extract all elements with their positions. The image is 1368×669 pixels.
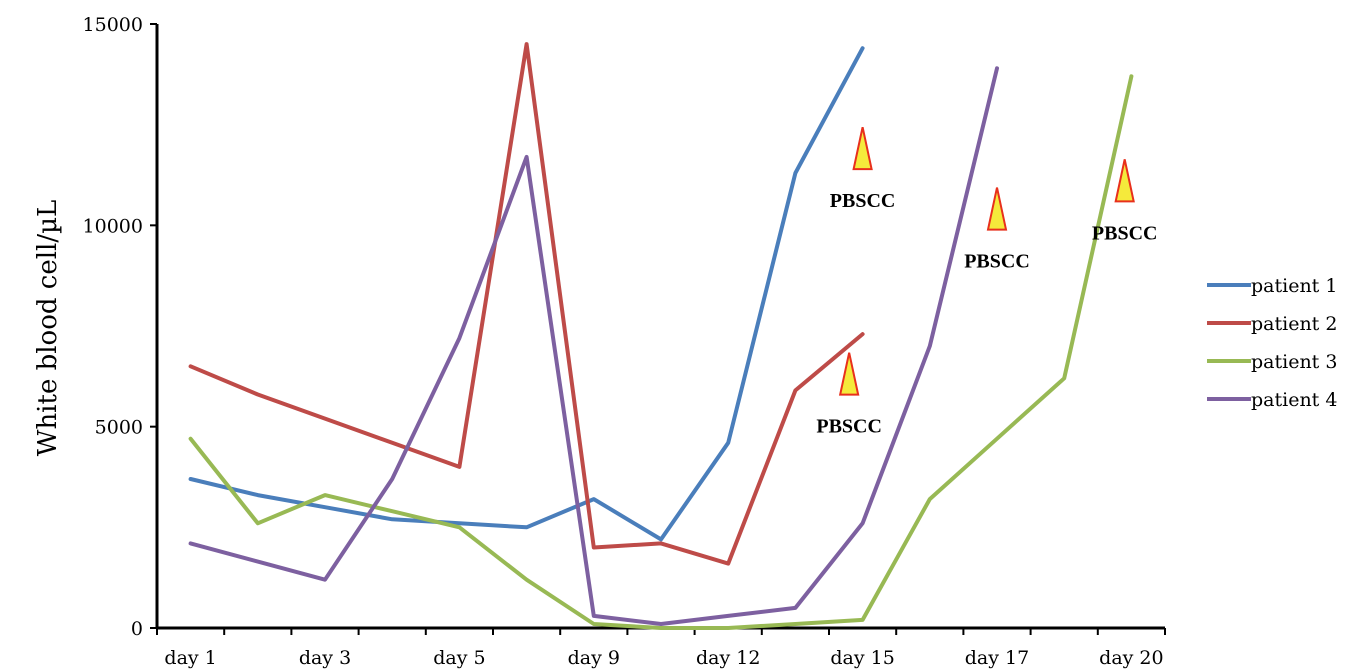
series-line-2 xyxy=(188,42,865,566)
annotation-label: PBSCC xyxy=(964,251,1030,273)
warning-triangle-icon xyxy=(1114,159,1135,203)
warning-triangle-icon xyxy=(838,352,860,396)
series-lines xyxy=(188,42,1134,630)
x-tick-label: day 5 xyxy=(433,647,485,669)
y-tick-label: 15000 xyxy=(83,14,143,36)
x-tick-label: day 20 xyxy=(1099,647,1163,669)
series-line-3 xyxy=(188,74,1134,630)
warning-triangle-icon xyxy=(852,126,873,171)
annotation-label: PBSCC xyxy=(1092,222,1158,244)
x-tick-label: day 9 xyxy=(568,647,620,669)
x-tick-label: day 15 xyxy=(830,647,894,669)
legend-label-4: patient 4 xyxy=(1251,389,1337,411)
x-tick-label: day 1 xyxy=(164,647,216,669)
x-tick-label: day 3 xyxy=(299,647,351,669)
x-tick-label: day 17 xyxy=(965,647,1029,669)
legend-label-2: patient 2 xyxy=(1251,313,1337,335)
y-tick-label: 5000 xyxy=(95,417,143,439)
annotations: PBSCC PBSCC PBSCC PBSCC xyxy=(816,126,1158,438)
y-axis-title: White blood cell/µL xyxy=(33,200,63,457)
series-line-4 xyxy=(188,66,999,626)
annotation-label: PBSCC xyxy=(830,190,896,212)
axes: 0 5000 10000 15000 day 1 day 3 day 5 day 9 day 1… xyxy=(83,14,1166,669)
annotation-label: PBSCC xyxy=(816,416,882,438)
legend: patient 1 patient 2 patient 3 patient 4 xyxy=(1207,275,1337,411)
y-tick-label: 0 xyxy=(131,618,143,640)
y-tick-label: 10000 xyxy=(83,215,143,237)
legend-label-1: patient 1 xyxy=(1251,275,1337,297)
x-tick-label: day 12 xyxy=(696,647,760,669)
warning-triangle-icon xyxy=(986,187,1008,231)
series-line-1 xyxy=(188,46,865,542)
legend-label-3: patient 3 xyxy=(1251,351,1337,373)
